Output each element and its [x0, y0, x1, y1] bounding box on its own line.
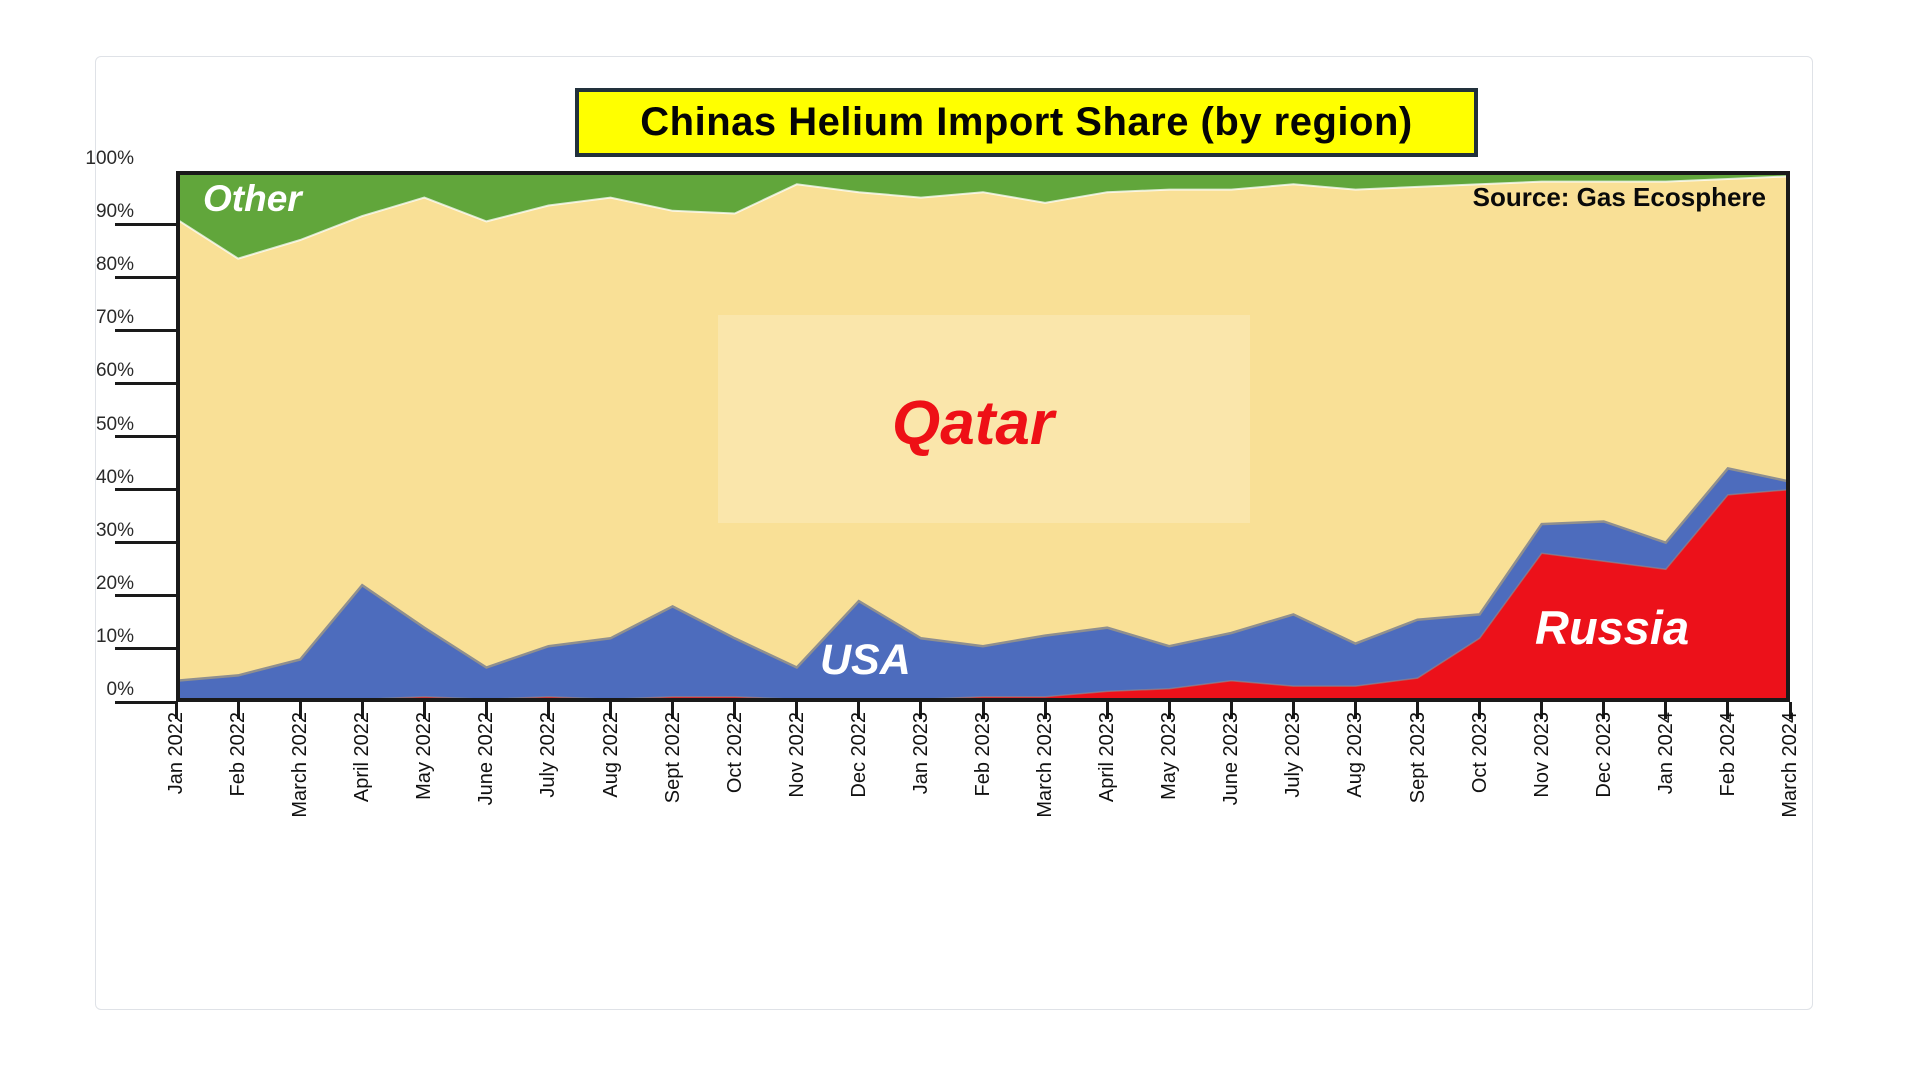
x-axis-tick [1043, 702, 1047, 719]
qatar-top-boundary [176, 175, 1790, 260]
y-tick-label: 50% [95, 413, 134, 435]
x-tick-label: Dec 2023 [1592, 712, 1615, 798]
qatar-area [176, 176, 1790, 702]
x-axis-tick [733, 702, 737, 719]
x-tick-label: July 2023 [1282, 712, 1305, 798]
x-axis-tick [1416, 702, 1420, 719]
x-axis-tick [1478, 702, 1482, 719]
y-tick-label: 30% [95, 519, 134, 541]
x-tick-label: Oct 2022 [723, 712, 746, 794]
chart-card-border [95, 56, 1813, 1010]
x-axis-tick [1353, 702, 1357, 719]
y-tick-label: 0% [106, 679, 134, 700]
x-tick-label: Dec 2022 [847, 712, 870, 798]
chart-title-box: Chinas Helium Import Share (by region) [575, 88, 1478, 157]
series-label-usa: USA [820, 636, 911, 684]
x-axis-tick [1105, 702, 1109, 719]
x-tick-label: March 2023 [1034, 712, 1057, 818]
x-axis-tick [795, 702, 799, 719]
y-axis-tick [115, 275, 176, 279]
x-axis-tick [360, 702, 364, 719]
x-axis-tick [1726, 702, 1730, 719]
x-axis-tick [1229, 702, 1233, 719]
x-tick-label: Nov 2022 [785, 712, 808, 798]
x-tick-label: Feb 2024 [1716, 712, 1739, 797]
x-axis-tick [298, 702, 302, 719]
x-tick-label: Nov 2023 [1530, 712, 1553, 798]
qatar-highlight-patch [718, 315, 1250, 523]
x-axis-tick [1602, 702, 1606, 719]
x-tick-label: May 2022 [413, 712, 436, 800]
x-axis-tick [174, 702, 178, 719]
y-axis-tick [115, 381, 176, 385]
stacked-area-chart [176, 171, 1790, 702]
source-attribution: Source: Gas Ecosphere [1472, 182, 1766, 212]
x-axis-tick [981, 702, 985, 719]
x-tick-label: Oct 2023 [1468, 712, 1491, 794]
y-axis-tick [115, 328, 176, 332]
x-axis-tick [1788, 702, 1792, 719]
series-label-other: Other [203, 178, 302, 219]
x-tick-label: April 2023 [1096, 712, 1119, 803]
x-axis-tick [236, 702, 240, 719]
plot-border [176, 171, 1790, 702]
x-tick-label: Aug 2023 [1344, 712, 1367, 798]
x-axis-tick [546, 702, 550, 719]
x-tick-label: April 2022 [351, 712, 374, 803]
y-axis-tick [115, 541, 176, 545]
x-tick-label: Feb 2023 [972, 712, 994, 797]
y-axis-tick [115, 594, 176, 598]
x-axis-tick [609, 702, 613, 719]
y-tick-label: 40% [95, 466, 134, 488]
x-tick-label: Jan 2022 [165, 712, 187, 795]
y-axis-tick [115, 222, 176, 226]
x-axis-tick [919, 702, 923, 719]
y-tick-label: 60% [95, 360, 134, 382]
x-axis-tick [1664, 702, 1668, 719]
series-label-qatar: Qatar [892, 389, 1054, 458]
x-tick-label: Sept 2023 [1406, 712, 1429, 804]
x-tick-label: July 2022 [537, 712, 560, 798]
y-tick-label: 90% [95, 201, 134, 223]
x-tick-label: Feb 2022 [227, 712, 250, 797]
y-axis-tick [115, 488, 176, 492]
y-axis-tick [115, 647, 176, 651]
x-axis-tick [1167, 702, 1171, 719]
x-axis-tick [422, 702, 426, 719]
plot-area [176, 171, 1790, 702]
y-axis-tick [115, 435, 176, 438]
x-axis-tick [1540, 702, 1544, 719]
x-tick-label: Aug 2022 [599, 712, 622, 798]
usa-top-boundary [176, 467, 1790, 683]
x-axis-tick [671, 702, 675, 719]
x-axis-tick [857, 702, 861, 719]
chart-title: Chinas Helium Import Share (by region) [640, 100, 1413, 144]
russia-area [176, 489, 1790, 702]
y-axis-tick [115, 700, 176, 704]
y-tick-label: 70% [95, 307, 134, 329]
x-tick-label: June 2023 [1220, 712, 1243, 806]
y-tick-label: 80% [95, 254, 134, 276]
x-tick-label: March 2022 [289, 712, 312, 818]
x-tick-label: June 2022 [475, 712, 498, 806]
x-tick-label: May 2023 [1158, 712, 1181, 800]
x-axis-tick [1291, 702, 1295, 719]
x-axis-tick [484, 702, 488, 719]
x-tick-label: Sept 2022 [661, 712, 684, 804]
y-tick-label: 10% [95, 625, 134, 647]
x-tick-label: March 2024 [1779, 712, 1801, 818]
y-tick-label: 100% [85, 148, 134, 169]
russia-top-boundary [176, 488, 1790, 701]
usa-area [176, 468, 1790, 702]
x-tick-label: Jan 2024 [1654, 712, 1677, 795]
x-tick-label: Jan 2023 [909, 712, 932, 795]
y-tick-label: 20% [95, 572, 134, 594]
series-label-russia: Russia [1535, 601, 1690, 654]
